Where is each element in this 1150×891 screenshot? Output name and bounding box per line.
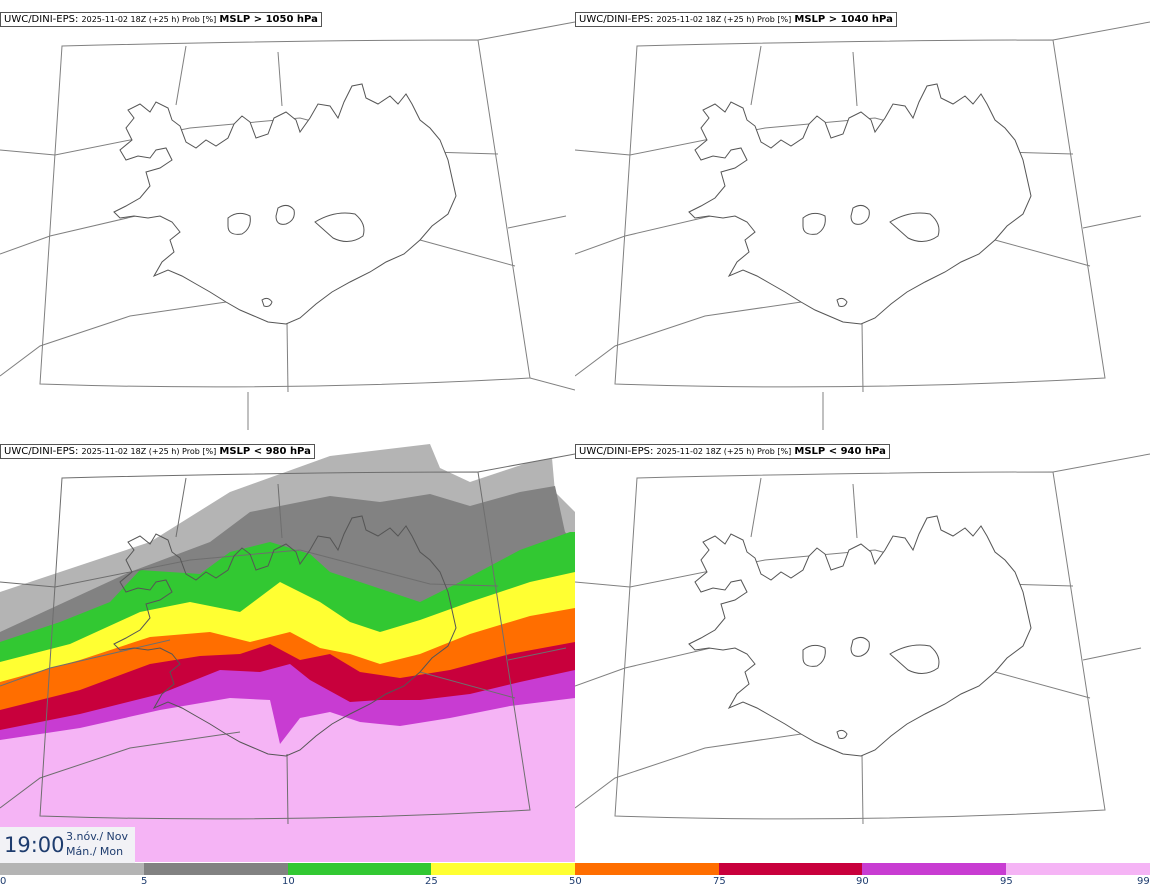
model-name: UWC/DINI-EPS [579,14,650,25]
colorbar-tick: 10 [282,876,295,887]
colorbar-tick: 0 [0,876,7,887]
map-panel-mslp-gt-1050: UWC/DINI-EPS: 2025-11-02 18Z (+25 h) Pro… [0,0,575,430]
colorbar-tick: 75 [713,876,726,887]
run-info: 2025-11-02 18Z (+25 h) Prob [%] [656,447,792,456]
colorbar-segment [431,863,575,875]
iceland-coastline [688,83,1032,325]
colorbar-segment [1006,863,1150,875]
panel-title: UWC/DINI-EPS: 2025-11-02 18Z (+25 h) Pro… [0,444,315,459]
valid-weekday: Mán./ Mon [66,845,124,858]
colorbar-segment [0,863,144,875]
colorbar-tick: 99 [1137,876,1150,887]
panel-title: UWC/DINI-EPS: 2025-11-02 18Z (+25 h) Pro… [575,12,897,27]
panel-title: UWC/DINI-EPS: 2025-11-02 18Z (+25 h) Pro… [0,12,322,27]
colorbar-tick: 50 [569,876,582,887]
parameter-label: MSLP < 940 hPa [794,446,886,457]
map-canvas [575,21,1150,430]
iceland-coastline [688,515,1032,757]
valid-date: 3.nóv./ Nov [66,830,129,843]
map-panel-mslp-lt-940: UWC/DINI-EPS: 2025-11-02 18Z (+25 h) Pro… [575,432,1150,862]
iceland-glaciers [802,636,940,739]
probability-colorbar: 0 5 10 25 50 75 90 95 99 [0,863,1150,891]
colorbar-segment [575,863,719,875]
model-name: UWC/DINI-EPS [4,14,75,25]
panel-title: UWC/DINI-EPS: 2025-11-02 18Z (+25 h) Pro… [575,444,890,459]
map-panel-mslp-gt-1040: UWC/DINI-EPS: 2025-11-02 18Z (+25 h) Pro… [575,0,1150,430]
model-name: UWC/DINI-EPS [579,446,650,457]
run-info: 2025-11-02 18Z (+25 h) Prob [%] [656,15,792,24]
colorbar-tick: 25 [425,876,438,887]
run-info: 2025-11-02 18Z (+25 h) Prob [%] [81,15,217,24]
iceland-glaciers [802,204,940,307]
valid-time-box: 19:00 3.nóv./ Nov Mán./ Mon [0,827,135,863]
colorbar-tick: 95 [1000,876,1013,887]
parameter-label: MSLP > 1050 hPa [219,14,318,25]
valid-time: 19:00 [4,833,65,857]
lat-lon-grid [0,453,575,825]
run-info: 2025-11-02 18Z (+25 h) Prob [%] [81,447,217,456]
colorbar-segment [144,863,288,875]
parameter-label: MSLP > 1040 hPa [794,14,893,25]
colorbar-segment [862,863,1006,875]
map-panel-mslp-lt-980: UWC/DINI-EPS: 2025-11-02 18Z (+25 h) Pro… [0,432,575,862]
map-canvas [0,444,575,862]
colorbar-tick: 5 [141,876,148,887]
iceland-coastline [113,515,457,757]
lat-lon-grid [0,21,575,430]
iceland-coastline [113,83,457,325]
model-name: UWC/DINI-EPS [4,446,75,457]
map-canvas [575,453,1150,825]
iceland-glaciers [227,204,365,307]
parameter-label: MSLP < 980 hPa [219,446,311,457]
colorbar-segment [719,863,862,875]
colorbar-segment [288,863,431,875]
map-canvas [0,21,575,430]
colorbar-tick: 90 [856,876,869,887]
